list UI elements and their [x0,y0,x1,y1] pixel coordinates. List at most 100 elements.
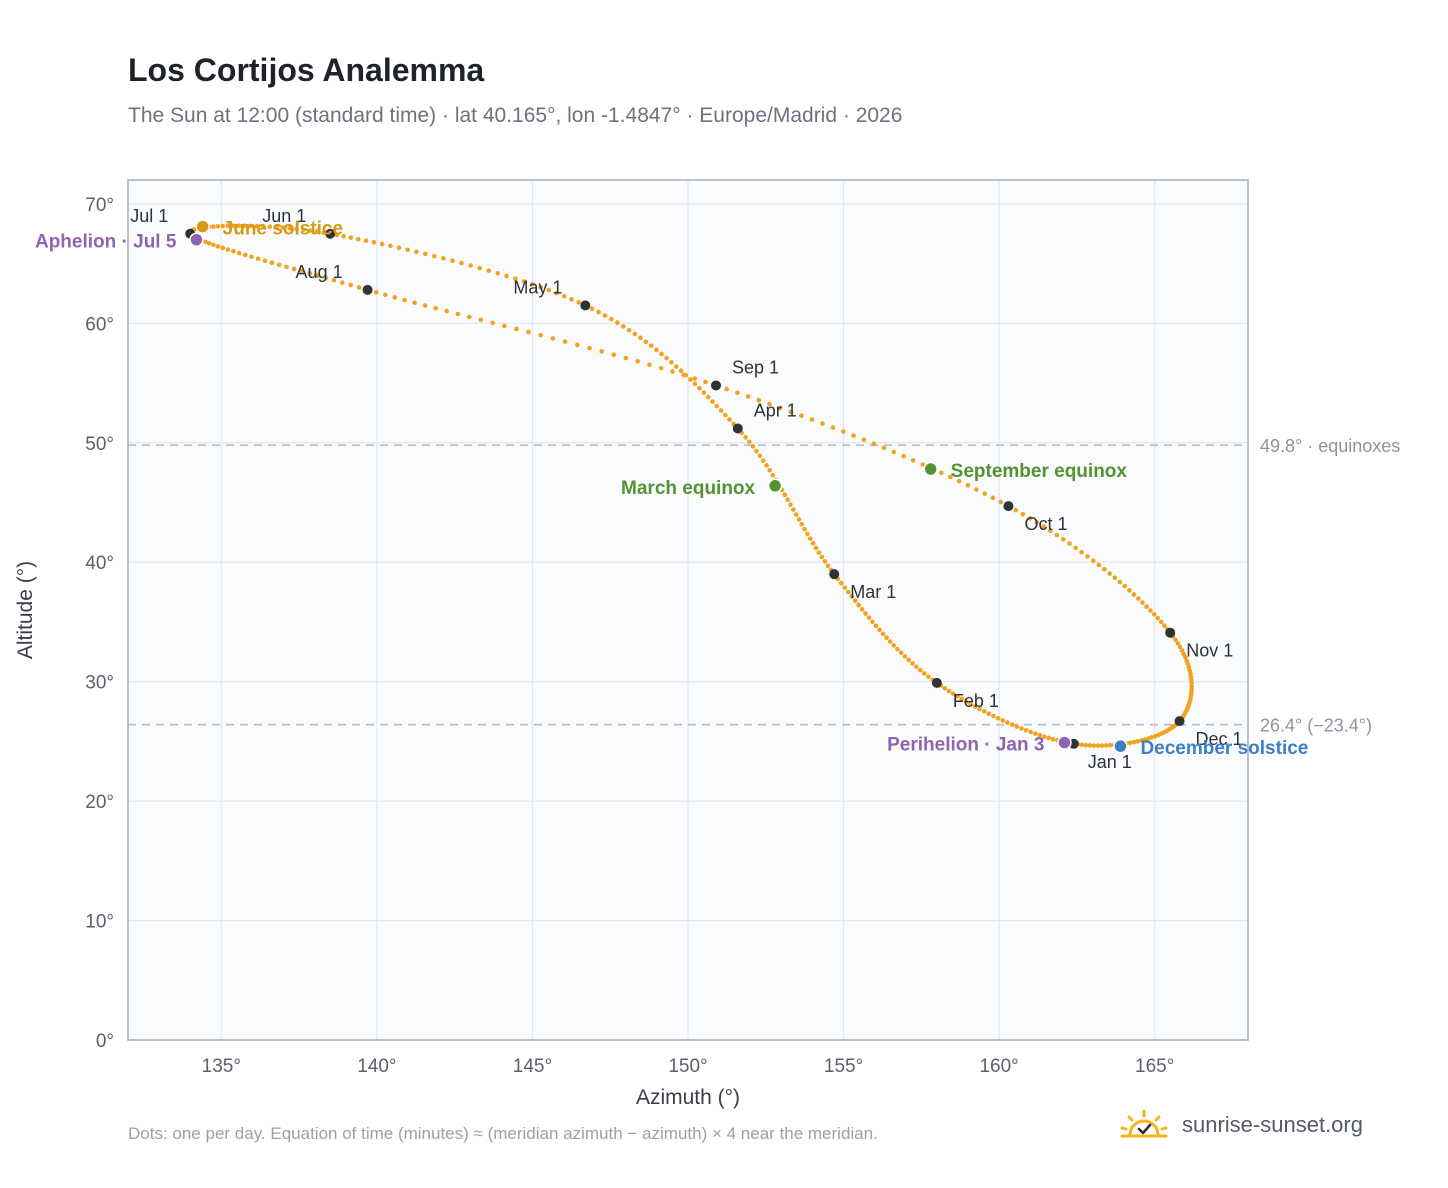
daily-sun-dot [955,694,960,699]
daily-sun-dot [1037,732,1043,738]
x-tick-label: 145° [513,1056,552,1077]
daily-sun-dot [242,223,247,229]
daily-sun-dot [280,225,286,230]
daily-sun-dot [626,327,632,333]
daily-sun-dot [355,236,361,242]
daily-sun-dot [1181,651,1186,657]
daily-sun-dot [770,472,776,478]
daily-sun-dot [1050,736,1056,742]
daily-sun-dot [938,470,944,476]
daily-sun-dot [211,242,216,248]
daily-sun-dot [830,425,836,430]
daily-sun-dot [1140,600,1145,605]
daily-sun-dot [1005,720,1010,725]
daily-sun-dot [998,499,1004,505]
daily-sun-dot [220,223,225,229]
daily-sun-dot [562,339,568,344]
x-tick-label: 160° [979,1056,1018,1077]
daily-sun-dot [760,458,766,463]
daily-sun-dot [986,711,992,717]
daily-sun-dot [203,239,208,245]
daily-sun-dot [1179,648,1185,653]
daily-sun-dot [692,376,698,381]
month-label: Jun 1 [262,206,306,226]
x-axis-label: Azimuth (°) [636,1086,740,1109]
month-label: Oct 1 [1024,514,1067,534]
brand[interactable]: sunrise-sunset.org [1118,1100,1363,1150]
daily-sun-dot [750,444,756,449]
daily-sun-dot [902,654,908,659]
daily-sun-dot [314,229,320,234]
reference-line-label: 49.8° · equinoxes [1260,436,1400,456]
daily-sun-dot [294,226,299,232]
daily-sun-dot [422,303,428,308]
daily-sun-dot [379,241,385,247]
daily-sun-dot [819,554,825,560]
daily-sun-dot [1013,507,1019,513]
daily-sun-dot [615,320,620,325]
month-label: Aug 1 [296,262,343,282]
daily-sun-dot [754,448,759,454]
daily-sun-dot [697,385,702,391]
daily-sun-dot [891,643,897,648]
daily-sun-dot [1083,742,1089,748]
daily-sun-dot [388,243,393,249]
daily-sun-dot [231,249,236,254]
daily-sun-dot [459,260,464,266]
daily-sun-dot [718,408,724,413]
daily-sun-dot [746,439,752,445]
event-marker [195,219,210,234]
daily-sun-dot [1087,743,1093,748]
reference-line-label: 26.4° (−23.4°) [1260,716,1372,736]
chart-title: Los Cortijos Analemma [128,52,485,88]
y-tick-label: 50° [85,434,114,455]
y-tick-label: 60° [85,314,114,335]
daily-sun-dot [767,401,772,407]
daily-sun-dot [895,646,900,652]
daily-sun-dot [220,245,226,251]
daily-sun-dot [450,258,455,264]
daily-sun-dot [521,279,527,284]
daily-sun-dot [383,292,388,298]
daily-sun-dot [982,491,988,496]
daily-sun-dot [871,441,877,447]
daily-sun-dot [561,293,567,299]
daily-sun-dot [880,631,886,637]
daily-sun-dot [211,224,216,229]
daily-sun-dot [658,365,664,371]
daily-sun-dot [1023,727,1029,733]
daily-sun-dot [348,235,354,240]
daily-sun-dot [647,362,652,368]
daily-sun-dot [910,661,915,666]
daily-sun-dot [866,615,872,620]
daily-sun-dot [1085,554,1090,559]
daily-sun-dot [664,355,669,361]
month-marker [711,380,721,391]
daily-sun-dot [692,381,698,387]
daily-sun-dot [991,713,996,719]
daily-sun-dot [262,258,268,263]
daily-sun-dot [756,397,762,403]
daily-sun-dot [822,559,828,564]
daily-sun-dot [840,429,846,434]
daily-sun-dot [538,284,543,290]
month-marker [1165,627,1176,638]
daily-sun-dot [254,223,260,229]
daily-sun-dot [678,368,684,374]
month-marker [732,423,743,434]
daily-sun-dot [643,339,649,345]
daily-sun-dot [825,563,831,569]
brand-name[interactable]: sunrise-sunset.org [1182,1112,1363,1137]
daily-sun-dot [1175,641,1181,646]
daily-sun-dot [799,521,805,527]
daily-sun-dot [269,260,275,266]
daily-sun-dot [1112,575,1118,581]
daily-sun-dot [1060,536,1066,542]
daily-sun-dot [1117,579,1123,585]
month-marker [1003,501,1014,512]
daily-sun-dot [674,364,679,369]
daily-sun-dot [502,323,507,329]
daily-sun-dot [392,295,398,300]
daily-sun-dot [942,686,948,691]
